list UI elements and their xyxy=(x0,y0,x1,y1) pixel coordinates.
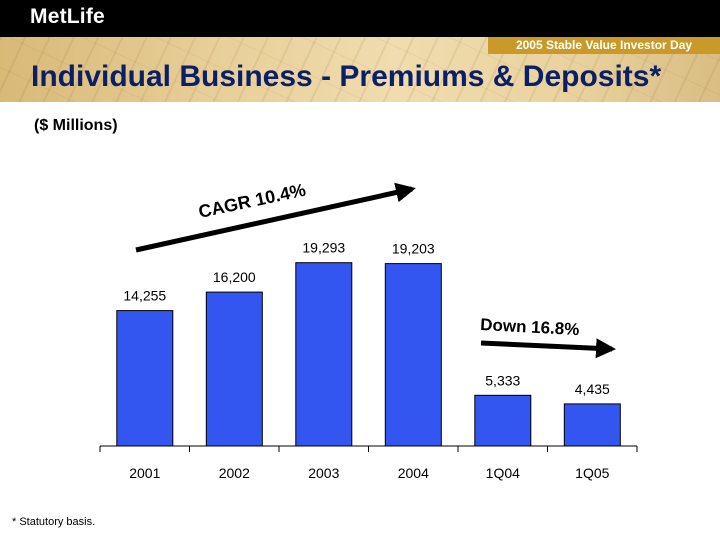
bar-2004 xyxy=(384,263,442,447)
data-label: 19,293 xyxy=(302,240,345,256)
x-tick-label: 1Q04 xyxy=(486,465,520,481)
bar-1q05 xyxy=(563,403,621,447)
decline-arrow xyxy=(480,338,616,359)
page-title: Individual Business - Premiums & Deposit… xyxy=(31,60,662,93)
bars-layer: 14,255 16,200 19,293 19,203 5,333 4,435 xyxy=(116,240,621,447)
bar-1q04 xyxy=(474,394,532,447)
x-tick-label: 2001 xyxy=(129,465,160,481)
x-axis: 2001 2002 2003 2004 1Q04 1Q05 xyxy=(99,445,638,481)
metlife-logo: MetLife xyxy=(30,5,105,28)
x-tick-label: 2003 xyxy=(308,465,339,481)
top-bar: MetLife xyxy=(0,0,720,37)
x-tick-label: 2004 xyxy=(398,465,429,481)
decline-label: Down 16.8% xyxy=(480,315,580,339)
units-label: ($ Millions) xyxy=(34,117,118,134)
bar-2002 xyxy=(205,291,263,447)
data-label: 19,203 xyxy=(392,241,435,257)
data-label: 5,333 xyxy=(485,372,520,388)
data-label: 4,435 xyxy=(575,381,610,397)
event-tag: 2005 Stable Value Investor Day xyxy=(488,37,720,54)
x-tick-label: 2002 xyxy=(219,465,250,481)
data-label: 14,255 xyxy=(123,288,166,304)
x-tick-label: 1Q05 xyxy=(575,465,609,481)
bar-2001 xyxy=(116,310,174,447)
bar-2003 xyxy=(295,262,353,447)
cagr-arrow xyxy=(135,182,416,253)
footnote: * Statutory basis. xyxy=(12,516,96,528)
data-label: 16,200 xyxy=(213,269,256,285)
